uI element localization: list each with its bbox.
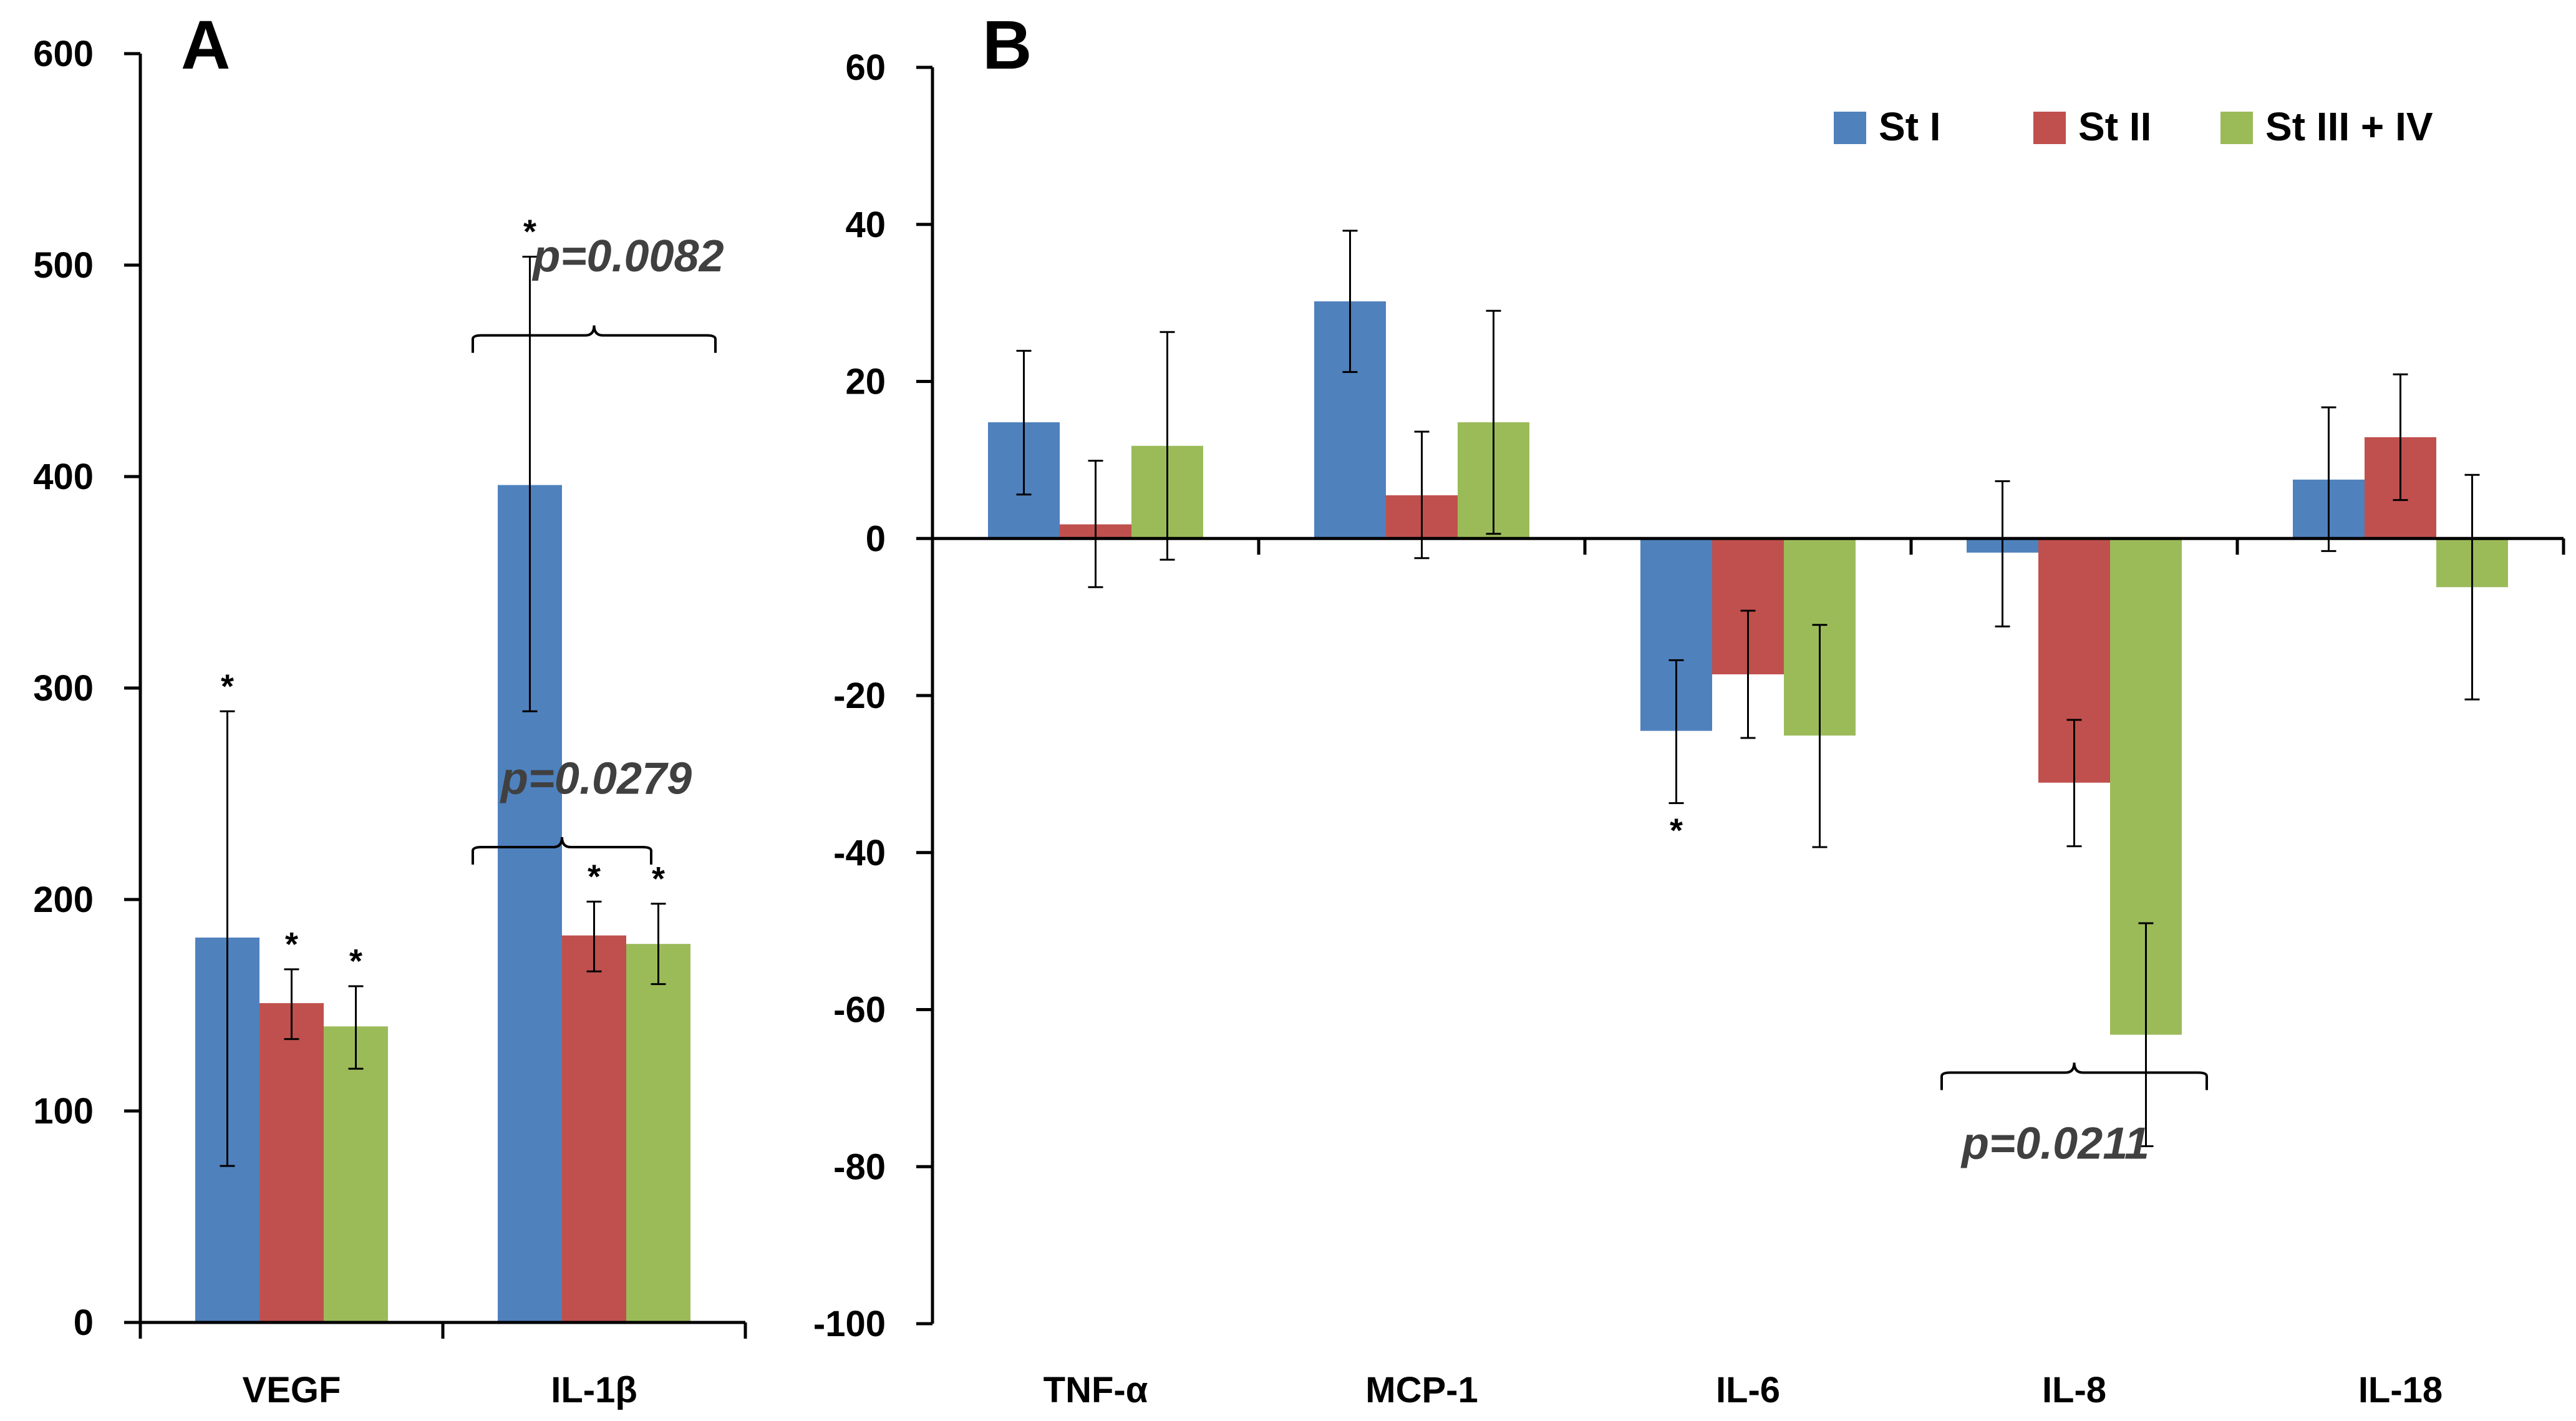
- y-tick-label-a: 300: [33, 668, 94, 709]
- x-tick-label-a-vegf: VEGF: [243, 1370, 341, 1410]
- legend-swatch-st-ii: [2033, 112, 2066, 144]
- y-tick-label-b: -60: [833, 990, 886, 1031]
- significance-star-a-il-1-st-ii: *: [588, 858, 601, 895]
- x-tick-label-b-il-8: IL-8: [2042, 1370, 2106, 1410]
- panel-b-chart: B -100 -80 -60 -40 -20 0 20 40 60 TNF-α MCP-1 IL-6 IL…: [813, 7, 2565, 1410]
- y-tick-label-a: 600: [33, 34, 94, 74]
- y-tick-label-b: 20: [845, 362, 886, 402]
- legend-label-st-ii: St II: [2078, 104, 2151, 149]
- panel-letter-b: B: [982, 7, 1032, 84]
- significance-star-a-vegf-st-ii: *: [285, 926, 298, 963]
- y-tick-label-b: -20: [833, 676, 886, 716]
- p-value-bracket-b-0: [1940, 1062, 2208, 1090]
- x-tick-label-a-il-1: IL-1β: [551, 1370, 637, 1410]
- p-value-bracket-a-0: [472, 325, 717, 353]
- significance-star-a-vegf-st-i: *: [221, 667, 234, 705]
- y-tick-label-a: 400: [33, 457, 94, 497]
- bar-a-vegf-st-ii: [259, 1003, 324, 1322]
- significance-star-b-il-6-st-i: *: [1670, 812, 1683, 849]
- legend-swatch-st-i: [1834, 112, 1866, 144]
- x-tick-label-b-il-6: IL-6: [1716, 1370, 1780, 1410]
- y-tick-label-a: 0: [74, 1302, 94, 1343]
- legend: St I St II St III + IV: [1834, 104, 2433, 149]
- significance-star-a-vegf-st-iii-iv: *: [349, 943, 362, 980]
- y-tick-label-a: 200: [33, 880, 94, 920]
- y-tick-label-b: -40: [833, 833, 886, 873]
- x-tick-label-b-tnf: TNF-α: [1043, 1370, 1148, 1410]
- y-tick-label-b: 40: [845, 205, 886, 245]
- y-tick-label-b: 0: [866, 518, 886, 559]
- legend-label-st-iii-iv: St III + IV: [2265, 104, 2433, 149]
- y-tick-label-b: -80: [833, 1147, 886, 1187]
- y-tick-label-a: 100: [33, 1091, 94, 1132]
- bar-a-il-1-st-iii-iv: [626, 944, 690, 1322]
- x-tick-label-b-mcp-1: MCP-1: [1365, 1370, 1478, 1410]
- p-value-label-a-0: p=0.0082: [531, 231, 724, 281]
- legend-label-st-i: St I: [1879, 104, 1941, 149]
- bar-a-il-1-st-ii: [562, 935, 626, 1322]
- p-value-bracket-a-1: [472, 837, 652, 865]
- significance-star-a-il-1-st-iii-iv: *: [652, 860, 665, 898]
- x-tick-label-b-il-18: IL-18: [2358, 1370, 2443, 1410]
- p-value-label-b-0: p=0.0211: [1960, 1119, 2149, 1169]
- bar-a-vegf-st-iii-iv: [324, 1026, 388, 1322]
- y-tick-label-b: -100: [813, 1304, 886, 1344]
- significance-star-a-il-1-st-i: *: [523, 213, 536, 250]
- y-tick-label-a: 500: [33, 245, 94, 286]
- panel-letter-a: A: [181, 7, 230, 84]
- legend-swatch-st-iii-iv: [2220, 112, 2253, 144]
- p-value-label-a-1: p=0.0279: [500, 754, 692, 804]
- y-tick-label-b: 60: [845, 47, 886, 88]
